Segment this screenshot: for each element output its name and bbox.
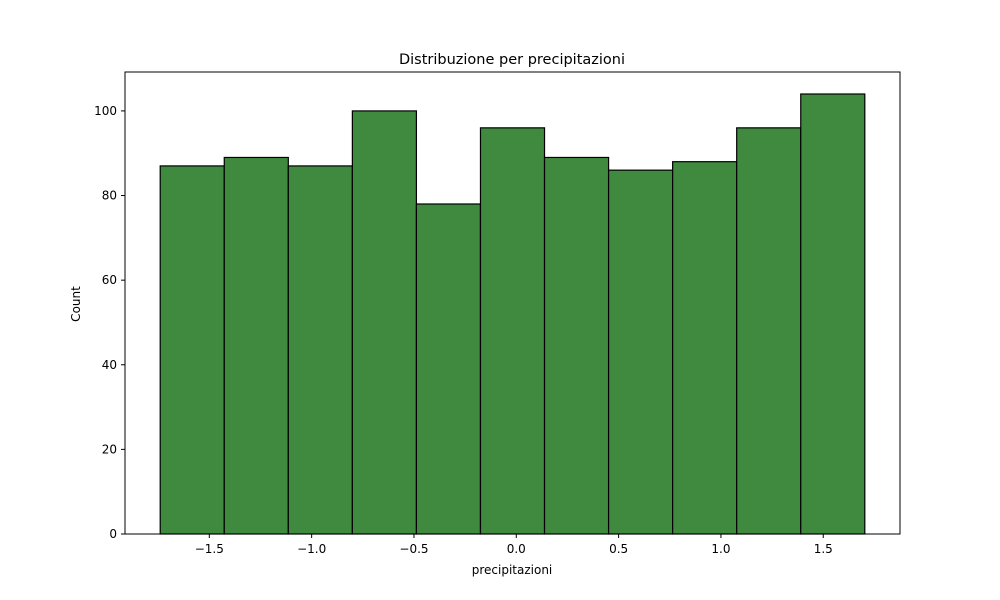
y-tick-label: 80 [102, 189, 117, 203]
y-tick-label: 0 [109, 527, 117, 541]
y-tick-label: 60 [102, 273, 117, 287]
x-tick-label: 1.5 [814, 542, 833, 556]
x-axis-title: precipitazioni [472, 563, 553, 577]
x-tick-label: −1.0 [297, 542, 326, 556]
x-tick-label: −0.5 [399, 542, 428, 556]
y-axis-ticks: 0 20 40 60 80 100 [94, 104, 125, 541]
y-axis-title: Count [69, 286, 83, 322]
x-tick-label: 1.0 [711, 542, 730, 556]
histogram-bar [607, 169, 674, 535]
histogram-bar [287, 165, 353, 535]
histogram-bar [672, 161, 738, 535]
bars-group [159, 93, 866, 535]
histogram-bar [415, 203, 482, 535]
histogram-bar [800, 93, 866, 535]
histogram-bar [351, 110, 418, 535]
x-axis-ticks: −1.5 −1.0 −0.5 0.0 0.5 1.0 1.5 [195, 534, 833, 556]
histogram-bar [479, 127, 546, 535]
plot-frame [124, 71, 901, 535]
x-tick-label: −1.5 [195, 542, 224, 556]
histogram-bar [543, 156, 610, 535]
chart-title: Distribuzione per precipitazioni [399, 52, 625, 68]
histogram-bar [736, 127, 802, 535]
y-tick-label: 100 [94, 104, 117, 118]
histogram-bar [223, 156, 289, 535]
x-tick-label: 0.0 [507, 542, 526, 556]
y-tick-label: 40 [102, 358, 117, 372]
y-tick-label: 20 [102, 442, 117, 456]
x-tick-label: 0.5 [609, 542, 628, 556]
histogram-bar [159, 165, 225, 535]
